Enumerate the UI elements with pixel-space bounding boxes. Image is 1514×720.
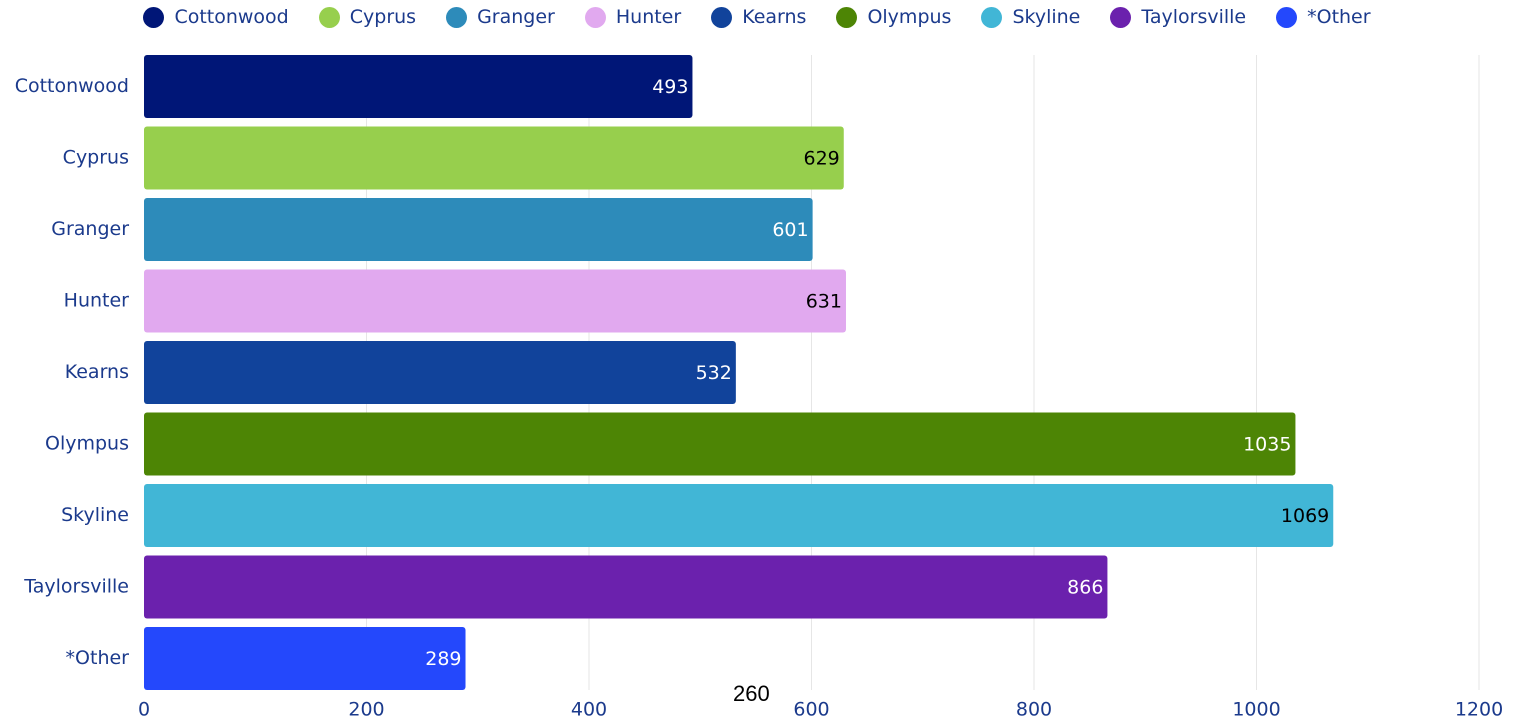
category-label: Kearns bbox=[65, 361, 129, 383]
legend-swatch-icon bbox=[143, 6, 165, 28]
x-tick-label: 1200 bbox=[1455, 699, 1503, 720]
bar bbox=[144, 627, 466, 690]
chart-legend: Cottonwood Cyprus Granger Hunter Kearns Olymp… bbox=[0, 0, 1514, 34]
data-label: 629 bbox=[803, 148, 839, 170]
data-label: 289 bbox=[425, 648, 461, 670]
x-tick-label: 400 bbox=[571, 699, 607, 720]
legend-item[interactable]: Cottonwood bbox=[143, 6, 289, 28]
bar bbox=[144, 55, 693, 118]
legend-label: *Other bbox=[1307, 6, 1371, 28]
legend-label: Skyline bbox=[1012, 6, 1081, 28]
legend-swatch-icon bbox=[584, 6, 606, 28]
data-label: 866 bbox=[1067, 577, 1103, 599]
category-label: Olympus bbox=[45, 433, 129, 455]
legend-label: Olympus bbox=[867, 6, 952, 28]
data-label: 631 bbox=[806, 291, 842, 313]
x-tick-label: 0 bbox=[138, 699, 150, 720]
legend-swatch-icon bbox=[1110, 6, 1132, 28]
category-label: Cottonwood bbox=[15, 75, 129, 97]
legend-swatch-icon bbox=[836, 6, 858, 28]
category-label: Cyprus bbox=[63, 147, 129, 169]
legend-item[interactable]: Hunter bbox=[584, 6, 682, 28]
data-label: 532 bbox=[696, 362, 732, 384]
category-label: Hunter bbox=[64, 290, 130, 312]
legend-swatch-icon bbox=[711, 6, 733, 28]
legend-label: Cyprus bbox=[349, 6, 417, 28]
data-label: 601 bbox=[772, 219, 808, 241]
bar bbox=[144, 412, 1296, 476]
overlay-number: 260 bbox=[733, 681, 770, 706]
legend-item[interactable]: Taylorsville bbox=[1110, 6, 1246, 28]
bar bbox=[144, 341, 736, 404]
legend-swatch-icon bbox=[318, 6, 340, 28]
legend-item[interactable]: Skyline bbox=[981, 6, 1080, 28]
legend-item[interactable]: Cyprus bbox=[318, 6, 417, 28]
bar bbox=[144, 555, 1108, 619]
legend-label: Cottonwood bbox=[174, 6, 289, 28]
data-label: 493 bbox=[652, 76, 688, 98]
bar bbox=[144, 198, 813, 261]
category-label: Taylorsville bbox=[23, 576, 129, 598]
legend-label: Kearns bbox=[742, 6, 807, 28]
x-tick-label: 1000 bbox=[1232, 699, 1280, 720]
legend-label: Granger bbox=[477, 6, 555, 28]
x-tick-label: 800 bbox=[1016, 699, 1052, 720]
x-tick-label: 200 bbox=[348, 699, 384, 720]
bar bbox=[144, 484, 1334, 547]
legend-item[interactable]: Olympus bbox=[836, 6, 951, 28]
data-label: 1069 bbox=[1281, 505, 1329, 527]
bar bbox=[144, 126, 844, 190]
category-label: *Other bbox=[66, 647, 130, 669]
legend-swatch-icon bbox=[446, 6, 468, 28]
data-label: 1035 bbox=[1243, 434, 1291, 456]
legend-label: Hunter bbox=[615, 6, 682, 28]
legend-item[interactable]: Granger bbox=[446, 6, 555, 28]
category-label: Skyline bbox=[61, 504, 129, 526]
bar bbox=[144, 269, 846, 333]
x-tick-label: 600 bbox=[793, 699, 829, 720]
legend-label: Taylorsville bbox=[1141, 6, 1247, 28]
legend-swatch-icon bbox=[1276, 6, 1298, 28]
legend-item[interactable]: Kearns bbox=[711, 6, 806, 28]
category-label: Granger bbox=[51, 218, 129, 240]
legend-item[interactable]: *Other bbox=[1276, 6, 1371, 28]
legend-swatch-icon bbox=[981, 6, 1003, 28]
